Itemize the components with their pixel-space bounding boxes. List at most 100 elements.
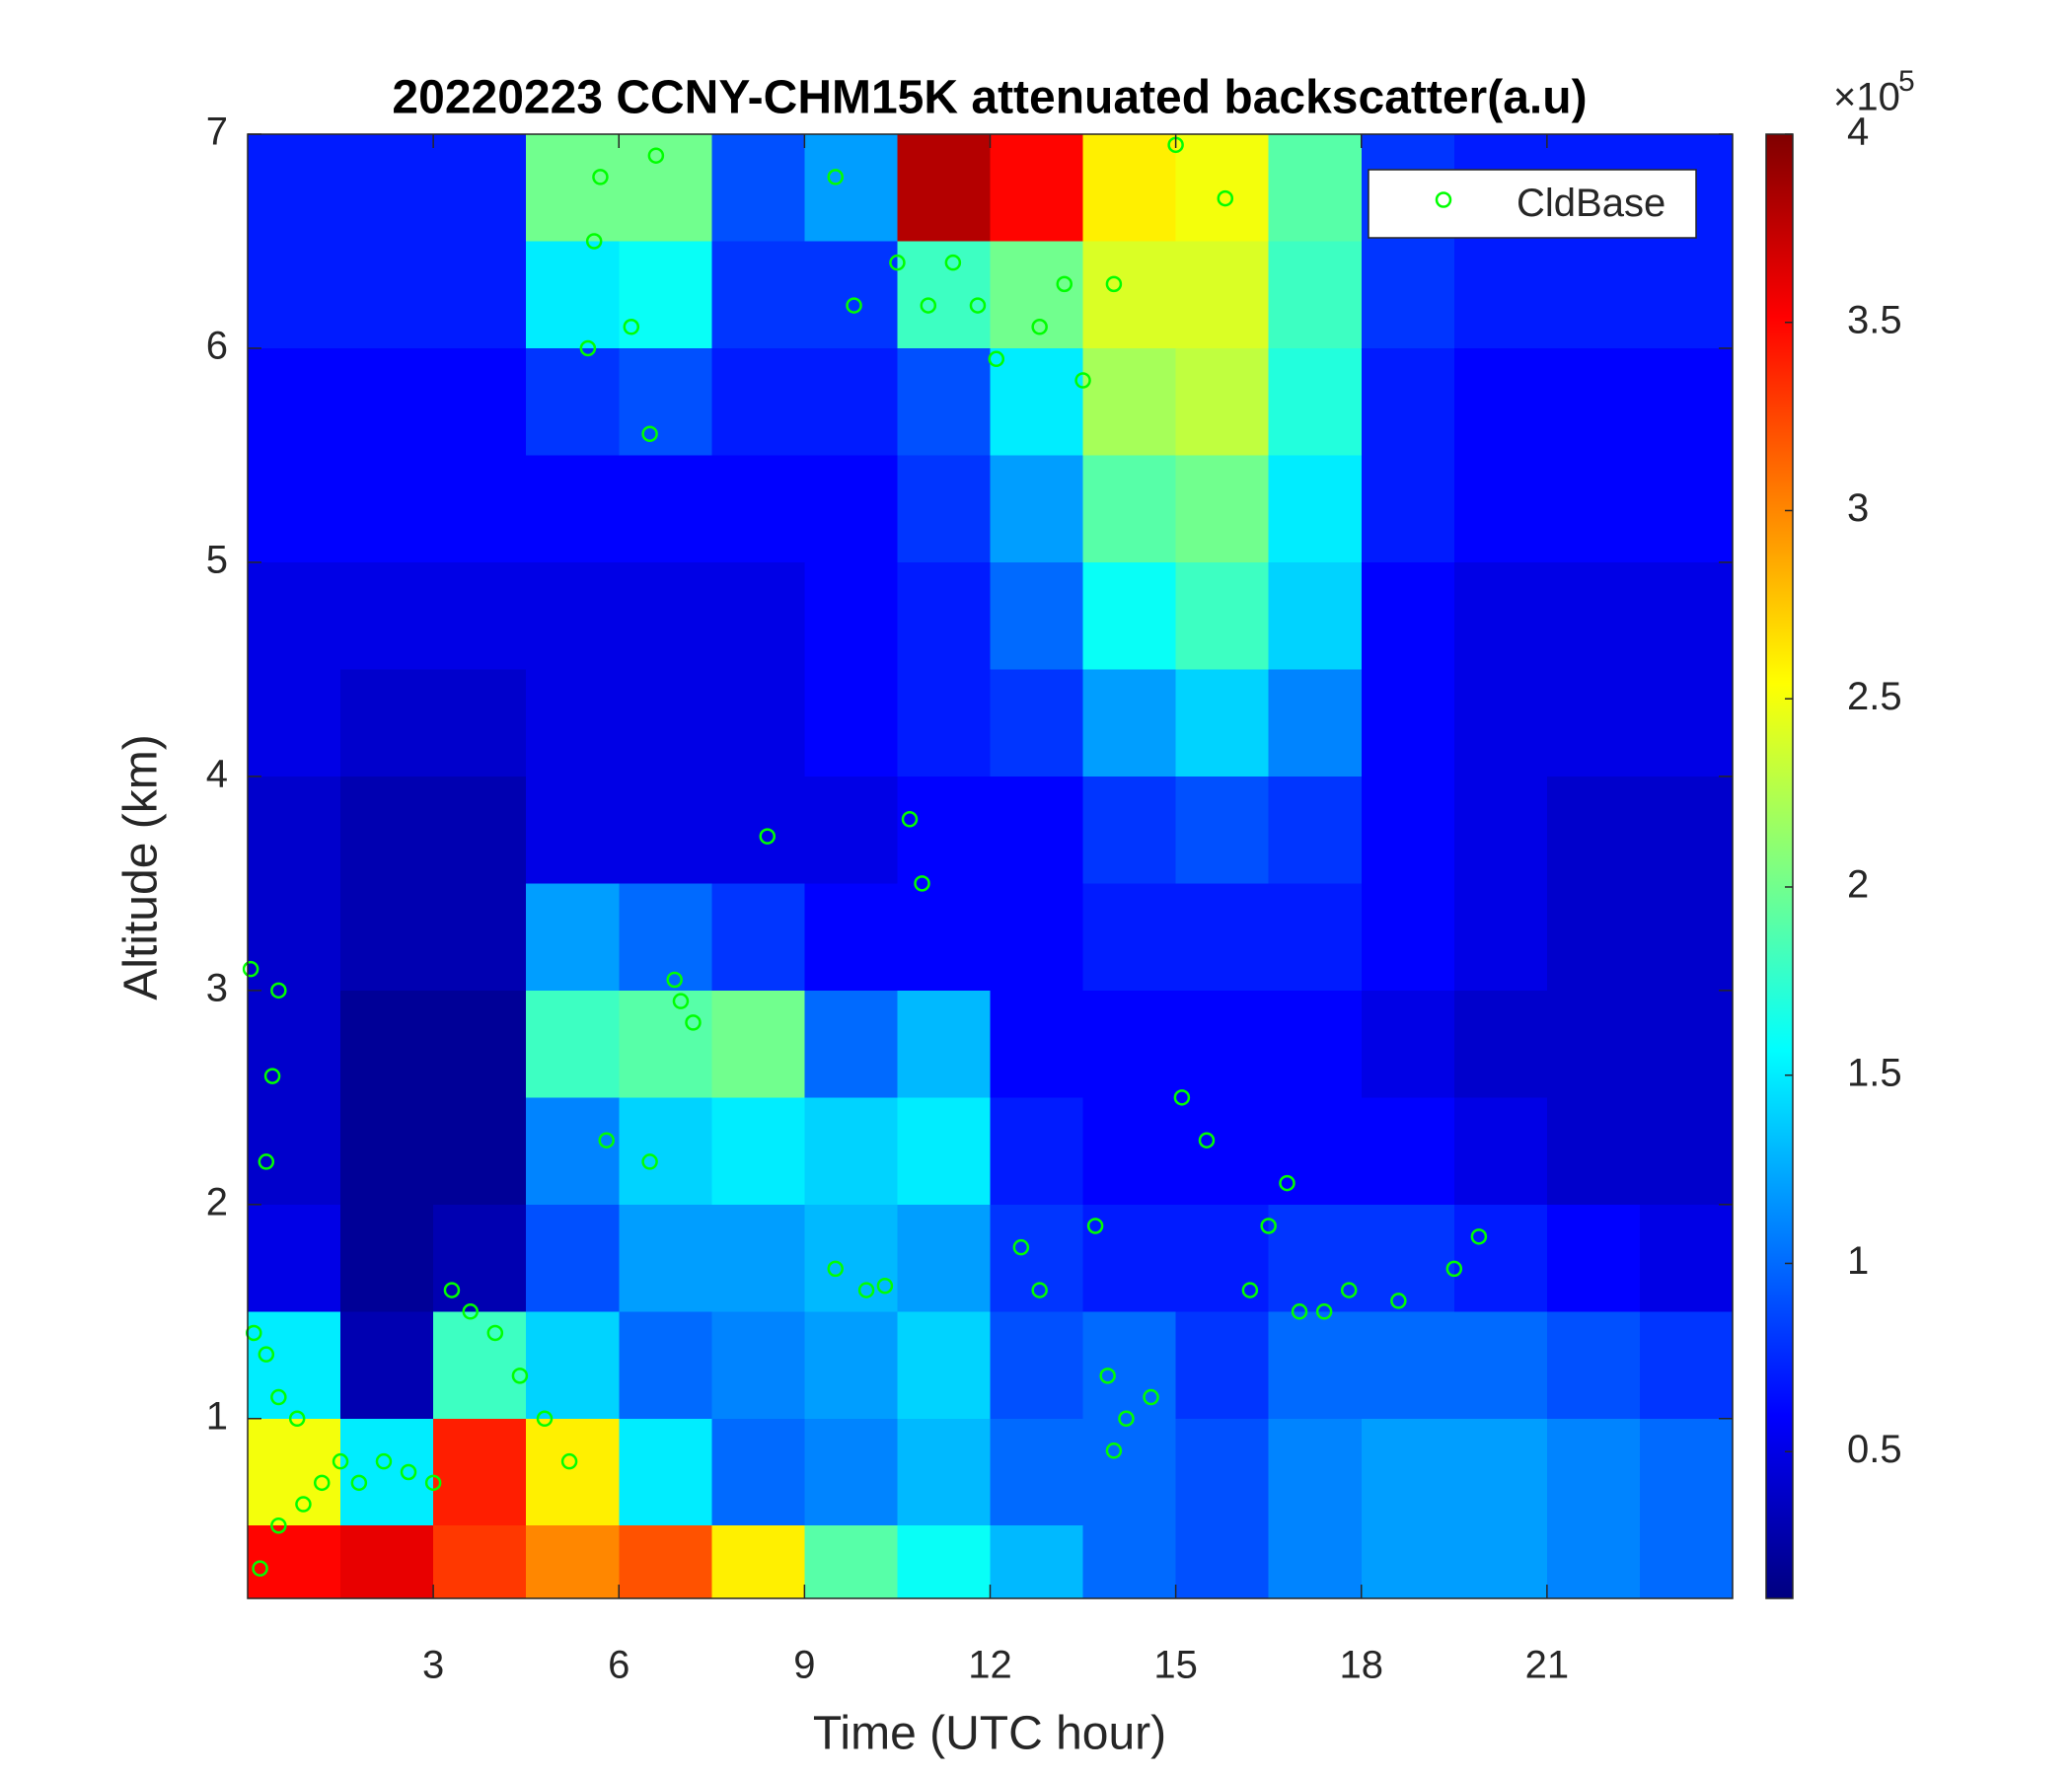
heatmap-cell (1361, 455, 1454, 562)
heatmap-cell (1361, 241, 1454, 348)
cloud-base-point (462, 1303, 479, 1320)
heatmap-cell (1082, 669, 1176, 777)
heatmap-cell (1453, 990, 1547, 1098)
x-tick-label: 12 (968, 1644, 1012, 1687)
heatmap-cell (526, 776, 620, 884)
heatmap-cell (433, 1204, 527, 1312)
cloud-base-point (623, 319, 640, 335)
cloud-base-point (592, 169, 609, 185)
heatmap-cell (1546, 669, 1640, 777)
heatmap-cell (340, 669, 434, 777)
heatmap-cell (1361, 1525, 1454, 1598)
cloud-base-point (1291, 1303, 1308, 1320)
heatmap-cell (526, 134, 620, 242)
heatmap-cell (619, 1525, 712, 1598)
colorbar-tick-label: 2 (1847, 863, 1869, 907)
cloud-base-point (443, 1282, 461, 1298)
heatmap-cell (711, 347, 805, 456)
heatmap-cell (1639, 990, 1733, 1098)
cloud-base-point (1143, 1388, 1159, 1406)
y-tick-label: 7 (206, 111, 228, 154)
colorbar-exponent: 5 (1898, 65, 1915, 98)
cloud-base-point (914, 875, 930, 892)
cloud-base-point (258, 1153, 275, 1170)
cloud-base-point (944, 254, 962, 271)
colorbar-tick-label: 2.5 (1847, 675, 1902, 718)
heatmap-cell (990, 669, 1083, 777)
colorbar-multiplier: ×10 (1833, 76, 1900, 119)
heatmap-cell (619, 1097, 712, 1205)
heatmap-cell (804, 561, 898, 670)
cloud-base-point (252, 1560, 268, 1577)
heatmap-cell (1082, 561, 1176, 670)
heatmap-cell (1175, 776, 1269, 884)
cloud-base-point (242, 960, 259, 978)
heatmap-cell (526, 241, 620, 348)
heatmap-cell (1361, 1097, 1454, 1205)
cloud-base-point (1031, 319, 1048, 335)
heatmap-cell (711, 669, 805, 777)
heatmap-cell (526, 455, 620, 562)
cloud-base-point (1217, 189, 1234, 207)
heatmap-cell (1546, 1525, 1640, 1598)
cloud-base-point (270, 1517, 287, 1534)
heatmap-cell (1175, 347, 1269, 456)
cloud-base-point (270, 1388, 287, 1406)
heatmap-cell (711, 1097, 805, 1205)
heatmap-cell (1082, 1525, 1176, 1598)
heatmap-cell (1175, 134, 1269, 242)
cloud-base-point (1241, 1282, 1259, 1298)
x-axis-label: Time (UTC hour) (813, 1708, 1166, 1760)
heatmap-cell (433, 669, 527, 777)
heatmap-cell (340, 1525, 434, 1598)
heatmap-cell (1082, 455, 1176, 562)
heatmap-cell (804, 1418, 898, 1526)
cloud-base-point (988, 350, 1005, 368)
heatmap-cell (526, 347, 620, 456)
heatmap-cell (711, 776, 805, 884)
cloud-base-point (672, 993, 690, 1009)
heatmap-cell (1639, 1097, 1733, 1205)
colorbar-tick-label: 0.5 (1847, 1428, 1902, 1471)
heatmap-cell (1639, 776, 1733, 884)
legend-marker (1435, 191, 1452, 208)
heatmap-cell (1546, 990, 1640, 1098)
heatmap-cell (990, 1418, 1083, 1526)
cloud-base-point (827, 169, 844, 185)
heatmap-cell (1361, 347, 1454, 456)
x-tick-label: 15 (1153, 1644, 1198, 1687)
heatmap-cell (340, 241, 434, 348)
heatmap-cell (1268, 883, 1362, 991)
heatmap-cell (1175, 990, 1269, 1098)
legend-box (1368, 169, 1697, 239)
heatmap-cell (340, 990, 434, 1098)
heatmap-cell (1453, 1097, 1547, 1205)
cloud-base-point (350, 1474, 368, 1492)
y-tick-label: 5 (206, 538, 228, 581)
heatmap-cell (897, 669, 991, 777)
heatmap-cell (990, 776, 1083, 884)
heatmap-cell (1082, 134, 1176, 242)
cloud-base-point (901, 811, 919, 828)
heatmap-cell (1361, 1418, 1454, 1526)
heatmap-cell (433, 1311, 527, 1419)
heatmap-cell (248, 1311, 341, 1419)
colorbar (1765, 133, 1794, 1599)
heatmap-cell (1082, 347, 1176, 456)
cloud-base-point (759, 828, 776, 845)
colorbar-tick-label: 3.5 (1847, 298, 1902, 341)
heatmap-cell (248, 669, 341, 777)
cloud-base-point (585, 233, 603, 250)
heatmap-cell (619, 1311, 712, 1419)
heatmap-cell (1175, 1418, 1269, 1526)
cloud-base-point (295, 1496, 312, 1513)
heatmap-cell (804, 455, 898, 562)
cloud-base-point (969, 297, 987, 314)
heatmap-cell (1639, 1525, 1733, 1598)
heatmap-cell (619, 347, 712, 456)
heatmap-cell (1453, 1525, 1547, 1598)
heatmap-cell (248, 455, 341, 562)
heatmap-cell (804, 1204, 898, 1312)
cloud-base-point (598, 1132, 615, 1148)
heatmap-cell (1546, 561, 1640, 670)
